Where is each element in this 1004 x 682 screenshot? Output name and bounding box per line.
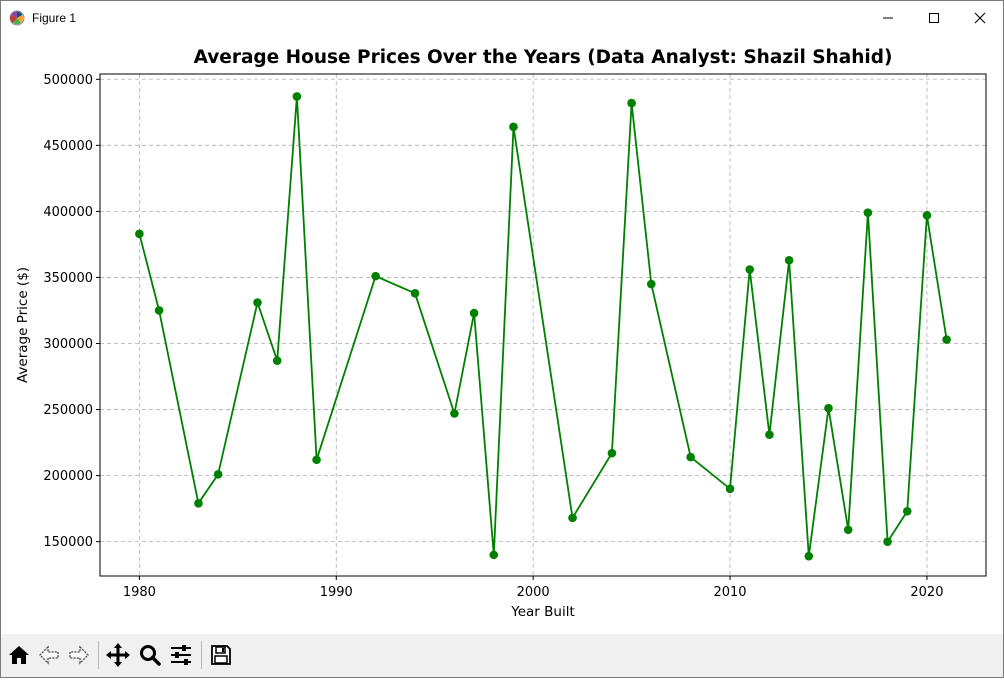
- x-tick-label: 2000: [517, 585, 550, 600]
- x-tick-label: 2020: [910, 585, 943, 600]
- data-point-marker: [509, 122, 518, 132]
- x-axis: 1980 1990 2000 2010 2020: [123, 576, 943, 600]
- data-point-marker: [253, 298, 262, 307]
- data-point-marker: [292, 92, 302, 101]
- data-point-marker: [312, 455, 321, 465]
- home-button[interactable]: [4, 639, 34, 671]
- chart-title: Average House Prices Over the Years (Dat…: [194, 47, 893, 68]
- data-point-marker: [607, 448, 617, 458]
- y-tick-label: 250000: [43, 403, 93, 418]
- data-point-marker: [213, 469, 223, 479]
- toolbar-separator: [201, 641, 202, 669]
- save-disk-icon: [211, 645, 231, 665]
- back-arrow-icon: [39, 645, 59, 665]
- data-point-marker: [489, 550, 499, 560]
- y-tick-label: 400000: [43, 205, 93, 220]
- x-axis-label: Year Built: [510, 604, 575, 620]
- data-point-marker: [745, 265, 755, 274]
- data-point-marker: [627, 98, 636, 108]
- title-bar[interactable]: Figure 1: [1, 1, 1003, 34]
- data-point-marker: [902, 506, 912, 516]
- zoom-button[interactable]: [135, 639, 165, 671]
- data-point-marker: [450, 409, 459, 418]
- y-tick-label: 500000: [43, 73, 93, 88]
- x-tick-label: 2010: [713, 585, 746, 600]
- data-point-marker: [410, 288, 420, 298]
- y-tick-label: 450000: [43, 139, 93, 154]
- minimize-icon: [883, 17, 893, 18]
- line-chart: Average House Prices Over the Years (Dat…: [15, 47, 987, 620]
- data-point-marker: [765, 430, 774, 439]
- data-point-marker: [942, 335, 951, 344]
- y-axis-label: Average Price ($): [15, 267, 31, 383]
- data-point-marker: [568, 513, 577, 523]
- data-point-marker: [863, 208, 873, 218]
- sliders-icon: [171, 645, 191, 665]
- data-point-marker: [686, 452, 695, 462]
- data-point-marker: [194, 499, 203, 508]
- navigation-toolbar: [1, 634, 1003, 677]
- y-tick-label: 350000: [43, 271, 93, 286]
- data-point-marker: [784, 255, 794, 265]
- data-point-marker: [646, 279, 656, 289]
- plot-area-frame: [99, 73, 987, 577]
- y-tick-label: 150000: [43, 535, 93, 550]
- data-point-marker: [824, 403, 833, 413]
- y-tick-label: 300000: [43, 337, 93, 352]
- forward-button[interactable]: [64, 639, 94, 671]
- save-button[interactable]: [206, 639, 236, 671]
- matplotlib-logo-icon: [9, 10, 25, 26]
- maximize-icon: [929, 12, 939, 23]
- x-tick-label: 1980: [123, 585, 156, 600]
- x-tick-label: 1990: [320, 585, 353, 600]
- close-button[interactable]: [957, 1, 1003, 34]
- home-icon: [9, 646, 29, 664]
- data-point-marker: [135, 229, 144, 239]
- toolbar-separator: [98, 641, 99, 669]
- data-point-marker: [843, 525, 853, 535]
- forward-arrow-icon: [69, 645, 89, 665]
- pan-button[interactable]: [103, 639, 133, 671]
- data-point-marker: [922, 211, 932, 220]
- price-series: [135, 92, 951, 561]
- data-point-marker: [883, 537, 892, 546]
- back-button[interactable]: [34, 639, 64, 671]
- configure-subplots-button[interactable]: [166, 639, 196, 671]
- data-point-marker: [804, 551, 814, 561]
- close-icon: [974, 12, 986, 23]
- zoom-magnifier-icon: [140, 645, 161, 666]
- grid-lines: [100, 74, 986, 576]
- window-title: Figure 1: [32, 11, 77, 25]
- figure-canvas[interactable]: Average House Prices Over the Years (Dat…: [1, 34, 1003, 634]
- data-point-marker: [469, 308, 479, 318]
- minimize-button[interactable]: [865, 1, 911, 34]
- maximize-button[interactable]: [911, 1, 957, 34]
- data-point-marker: [371, 271, 380, 281]
- data-point-marker: [154, 306, 164, 315]
- data-point-marker: [272, 356, 282, 365]
- pan-move-icon: [106, 643, 130, 667]
- price-line: [138, 96, 948, 557]
- y-tick-label: 200000: [43, 469, 93, 484]
- data-point-marker: [725, 484, 735, 494]
- y-axis: 150000 200000 250000 300000 350000 400000 4500…: [43, 73, 100, 550]
